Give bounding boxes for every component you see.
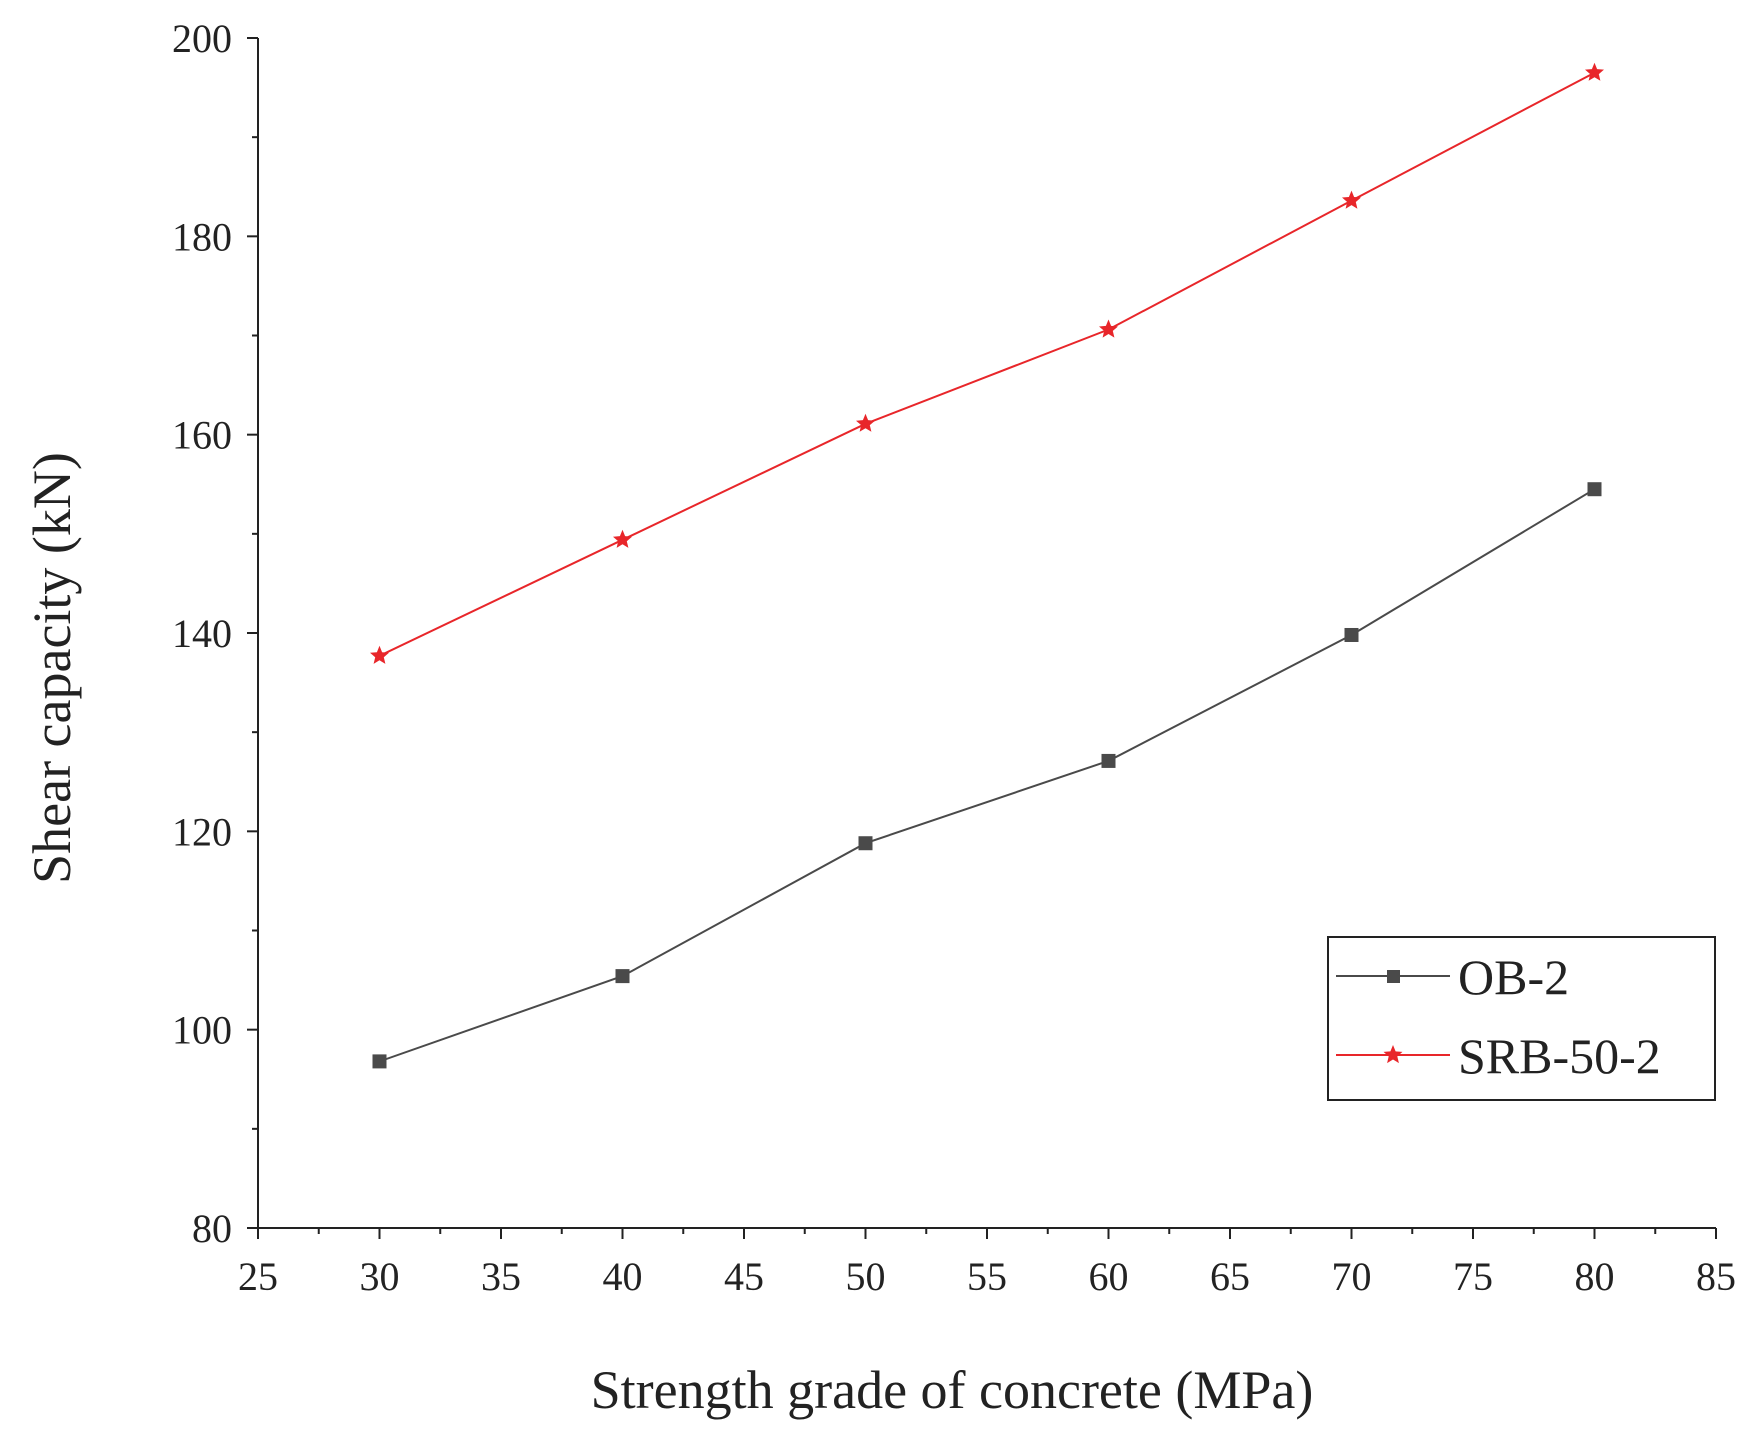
x-tick-label: 55 <box>967 1254 1007 1299</box>
ticks: 25 30 35 40 45 50 55 60 65 70 75 80 85 80 100 120 140 160… <box>172 16 1736 1299</box>
series-line-srb-50-2 <box>379 71 1595 657</box>
data-point-srb-50-2 <box>370 645 389 664</box>
x-tick-label: 65 <box>1210 1254 1250 1299</box>
data-point-ob-2 <box>858 836 873 851</box>
y-tick-label: 120 <box>172 809 232 854</box>
x-tick-label: 85 <box>1696 1254 1736 1299</box>
legend-label-srb-50-2: SRB-50-2 <box>1458 1028 1661 1084</box>
x-tick-label: 80 <box>1575 1254 1615 1299</box>
data-point-ob-2 <box>615 969 630 984</box>
legend-label-ob-2: OB-2 <box>1458 949 1569 1005</box>
x-axis-title: Strength grade of concrete (MPa) <box>591 1360 1314 1420</box>
data-point-ob-2 <box>1344 627 1359 642</box>
legend-marker-ob-2 <box>1387 970 1400 983</box>
x-tick-label: 40 <box>603 1254 643 1299</box>
legend-item-srb-50-2: SRB-50-2 <box>1336 1028 1661 1084</box>
y-axis-title: Shear capacity (kN) <box>22 452 82 884</box>
y-tick-label: 200 <box>172 16 232 61</box>
x-tick-label: 30 <box>360 1254 400 1299</box>
y-tick-label: 100 <box>172 1008 232 1053</box>
x-tick-label: 35 <box>481 1254 521 1299</box>
legend: OB-2 SRB-50-2 <box>1327 936 1716 1101</box>
data-point-ob-2 <box>372 1054 387 1069</box>
y-tick-label: 80 <box>192 1206 232 1251</box>
data-point-ob-2 <box>1587 482 1602 497</box>
y-tick-label: 180 <box>172 214 232 259</box>
data-point-srb-50-2 <box>1342 190 1361 209</box>
data-point-srb-50-2 <box>613 529 632 548</box>
x-tick-label: 70 <box>1332 1254 1372 1299</box>
y-tick-label: 160 <box>172 413 232 458</box>
series-line-ob-2 <box>379 488 1596 1063</box>
legend-box <box>1327 936 1716 1101</box>
series <box>370 62 1604 1069</box>
x-tick-label: 25 <box>238 1254 278 1299</box>
legend-marker-srb-50-2 <box>1383 1045 1403 1064</box>
data-point-ob-2 <box>1101 753 1116 768</box>
x-tick-label: 50 <box>846 1254 886 1299</box>
legend-item-ob-2: OB-2 <box>1336 949 1569 1005</box>
x-tick-label: 60 <box>1089 1254 1129 1299</box>
data-point-srb-50-2 <box>1099 319 1118 338</box>
data-point-srb-50-2 <box>1585 62 1604 81</box>
y-tick-label: 140 <box>172 611 232 656</box>
data-point-srb-50-2 <box>856 413 875 432</box>
x-tick-label: 45 <box>724 1254 764 1299</box>
x-tick-label: 75 <box>1453 1254 1493 1299</box>
